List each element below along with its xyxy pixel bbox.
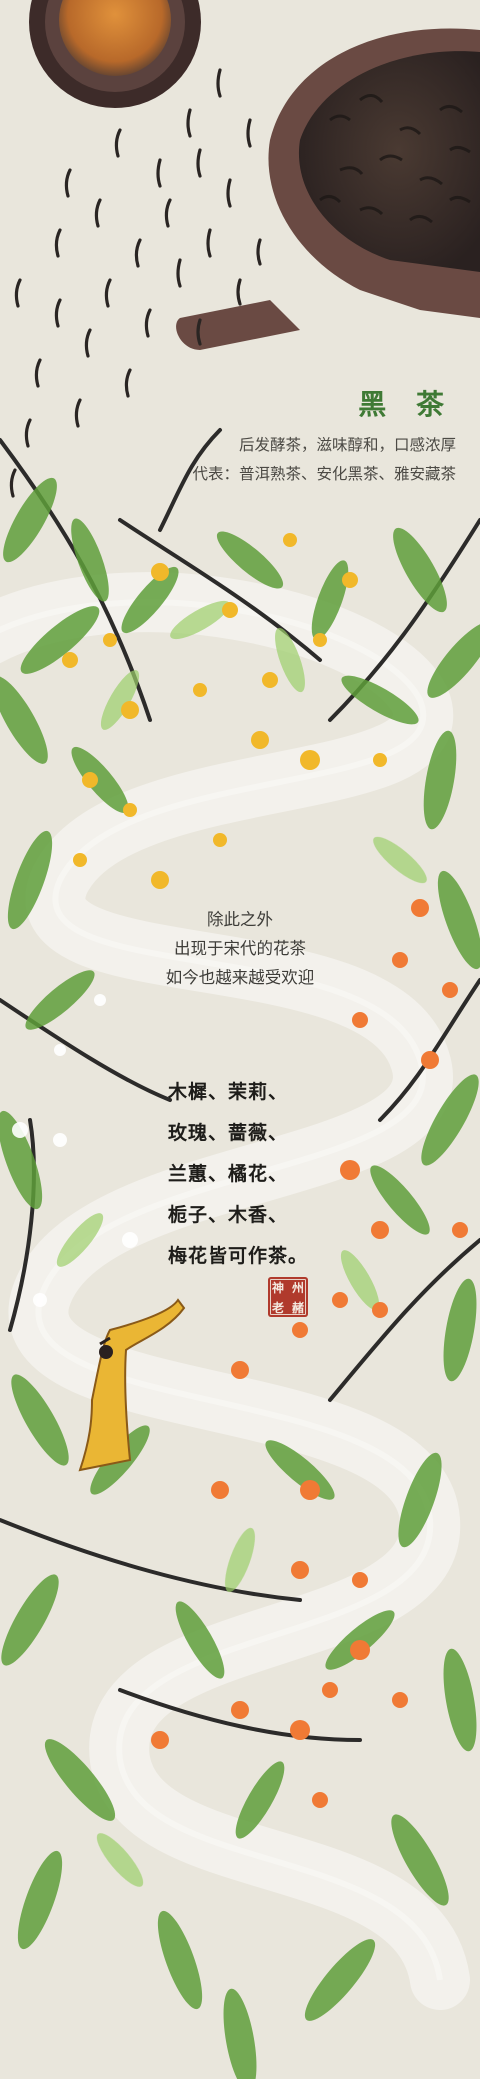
seal-char: 神 — [271, 1280, 284, 1295]
teapot-illustration — [176, 28, 480, 350]
seal-char: 州 — [291, 1280, 304, 1295]
poem-line: 梅花皆可作茶。 — [168, 1245, 309, 1267]
poem-line: 兰蕙、橘花、 — [168, 1163, 289, 1185]
poem-line: 玫瑰、蔷薇、 — [168, 1122, 289, 1144]
poem-line: 木樨、茉莉、 — [168, 1081, 289, 1103]
black-tea-title: 黑 茶 — [358, 388, 454, 421]
seal-stamp: 神 州 老 赭 — [268, 1277, 308, 1317]
seal-char: 赭 — [291, 1300, 304, 1315]
tea-cup-illustration — [29, 0, 201, 108]
scholar-figure-illustration — [78, 1298, 186, 1472]
flower-tea-intro: 除此之外 出现于宋代的花茶 如今也越来越受欢迎 — [0, 905, 480, 992]
flower-tea-line: 如今也越来越受欢迎 — [165, 968, 315, 987]
black-tea-examples: 代表：普洱熟茶、安化黑茶、雅安藏茶 — [192, 465, 456, 483]
poem-line: 栀子、木香、 — [168, 1204, 289, 1226]
black-tea-description: 后发酵茶，滋味醇和，口感浓厚 — [238, 436, 456, 454]
flower-tea-line: 出现于宋代的花茶 — [174, 939, 306, 958]
flower-tea-line: 除此之外 — [207, 910, 273, 929]
flower-list-poem: 木樨、茉莉、 玫瑰、蔷薇、 兰蕙、橘花、 栀子、木香、 梅花皆可作茶。 — [168, 1072, 308, 1277]
seal-char: 老 — [271, 1300, 284, 1315]
